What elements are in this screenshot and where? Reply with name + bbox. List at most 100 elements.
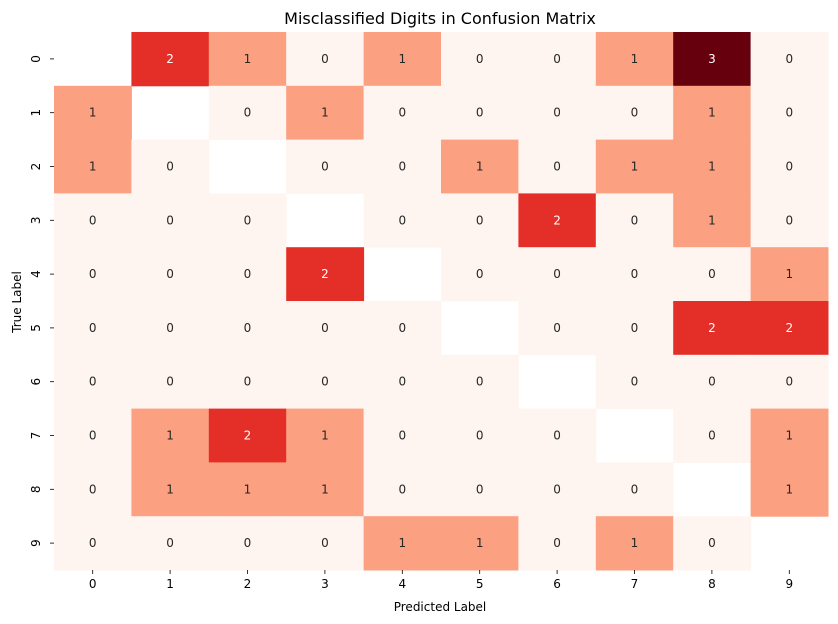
cell-value-4-7: 0 <box>631 267 639 281</box>
x-tick-label-2: 2 <box>244 577 252 591</box>
cell-value-1-2: 0 <box>244 106 252 120</box>
cell-value-8-1: 1 <box>166 482 174 496</box>
cell-value-7-1: 1 <box>166 429 174 443</box>
cell-value-1-4: 0 <box>398 106 406 120</box>
cell-value-9-8: 0 <box>708 536 716 550</box>
heatmap-cell-2-4 <box>363 139 442 194</box>
y-tick-label-1: 1 <box>29 109 43 117</box>
cell-value-0-9: 0 <box>785 52 793 66</box>
heatmap-cell-5-8 <box>673 301 752 356</box>
heatmap-cell-6-2 <box>208 354 287 410</box>
cell-value-4-9: 1 <box>785 267 793 281</box>
heatmap-cell-8-4 <box>363 462 442 517</box>
heatmap-cell-5-6 <box>518 301 597 356</box>
cell-value-7-3: 1 <box>321 429 329 443</box>
cell-value-4-5: 0 <box>476 267 484 281</box>
cell-value-0-6: 0 <box>553 52 561 66</box>
cell-value-8-4: 0 <box>398 482 406 496</box>
heatmap-cell-9-0 <box>54 516 132 571</box>
heatmap-cell-1-5 <box>441 85 519 141</box>
x-tick-label-0: 0 <box>89 577 97 591</box>
heatmap-cell-9-7 <box>595 516 674 571</box>
cell-value-2-3: 0 <box>321 160 329 174</box>
cell-value-5-3: 0 <box>321 321 329 335</box>
heatmap-cell-0-2 <box>208 32 287 87</box>
heatmap-cell-1-9 <box>750 85 829 141</box>
heatmap-cell-4-6 <box>518 247 597 302</box>
cell-value-1-0: 1 <box>89 106 97 120</box>
heatmap-cell-8-6 <box>518 462 597 517</box>
heatmap-cell-0-3 <box>286 32 365 87</box>
cell-value-3-5: 0 <box>476 213 484 227</box>
heatmap-cell-6-0 <box>54 354 132 410</box>
cell-value-2-9: 0 <box>785 160 793 174</box>
cell-value-9-3: 0 <box>321 536 329 550</box>
heatmap-cell-7-3 <box>286 408 365 463</box>
heatmap-cell-5-9 <box>750 301 829 356</box>
heatmap-cell-2-1 <box>131 139 210 194</box>
y-tick-label-7: 7 <box>29 432 43 440</box>
heatmap-cell-0-5 <box>441 32 519 87</box>
heatmap-cell-4-0 <box>54 247 132 302</box>
y-tick-label-0: 0 <box>29 55 43 63</box>
cell-value-7-2: 2 <box>244 429 252 443</box>
cell-value-3-4: 0 <box>398 213 406 227</box>
heatmap-cell-1-4 <box>363 85 442 141</box>
cell-value-0-3: 0 <box>321 52 329 66</box>
cell-value-1-3: 1 <box>321 106 329 120</box>
cell-value-2-0: 1 <box>89 160 97 174</box>
cell-value-3-6: 2 <box>553 213 561 227</box>
heatmap-cells: 2 1 0 1 0 0 1 3 0 1 0 1 0 0 0 0 1 0 1 0 0 0 1 0 1 1 0 0 0 0 0 0 2 0 1 0 0 0 0 2… <box>54 32 829 571</box>
cell-value-8-3: 1 <box>321 482 329 496</box>
cell-value-4-3: 2 <box>321 267 329 281</box>
x-axis-label: Predicted Label <box>394 600 487 614</box>
heatmap-cell-8-7 <box>595 462 674 517</box>
y-tick-label-8: 8 <box>29 485 43 493</box>
heatmap-cell-5-1 <box>131 301 210 356</box>
cell-value-5-9: 2 <box>785 321 793 335</box>
heatmap-cell-1-7 <box>595 85 674 141</box>
heatmap-cell-3-9 <box>750 193 829 248</box>
cell-value-3-1: 0 <box>166 213 174 227</box>
heatmap-cell-3-0 <box>54 193 132 248</box>
heatmap-cell-7-9 <box>750 408 829 463</box>
heatmap-cell-7-2 <box>208 408 287 463</box>
heatmap-cell-3-2 <box>208 193 287 248</box>
cell-value-1-8: 1 <box>708 106 716 120</box>
cell-value-5-2: 0 <box>244 321 252 335</box>
heatmap-cell-7-6 <box>518 408 597 463</box>
y-tick-label-4: 4 <box>29 270 43 278</box>
heatmap-cell-1-3 <box>286 85 365 141</box>
heatmap-cell-8-9 <box>750 462 829 517</box>
heatmap-cell-1-2 <box>208 85 287 141</box>
y-axis-label: True Label <box>10 271 24 334</box>
heatmap-cell-5-7 <box>595 301 674 356</box>
heatmap-cell-4-1 <box>131 247 210 302</box>
heatmap-cell-4-2 <box>208 247 287 302</box>
x-tick-label-9: 9 <box>785 577 793 591</box>
heatmap-cell-2-3 <box>286 139 365 194</box>
heatmap-cell-5-4 <box>363 301 442 356</box>
y-tick-label-5: 5 <box>29 324 43 332</box>
x-tick-label-7: 7 <box>631 577 639 591</box>
heatmap-cell-4-9 <box>750 247 829 302</box>
heatmap-cell-2-0 <box>54 139 132 194</box>
cell-value-6-5: 0 <box>476 375 484 389</box>
heatmap-cell-7-1 <box>131 408 210 463</box>
cell-value-2-1: 0 <box>166 160 174 174</box>
heatmap-cell-9-2 <box>208 516 287 571</box>
cell-value-6-8: 0 <box>708 375 716 389</box>
heatmap-cell-4-8 <box>673 247 752 302</box>
cell-value-5-6: 0 <box>553 321 561 335</box>
y-tick-label-6: 6 <box>29 378 43 386</box>
heatmap-cell-0-1 <box>131 32 210 87</box>
cell-value-7-6: 0 <box>553 429 561 443</box>
cell-value-7-8: 0 <box>708 429 716 443</box>
x-tick-label-6: 6 <box>553 577 561 591</box>
heatmap-cell-3-7 <box>595 193 674 248</box>
cell-value-3-8: 1 <box>708 213 716 227</box>
cell-value-1-6: 0 <box>553 106 561 120</box>
heatmap-cell-8-5 <box>441 462 519 517</box>
cell-value-3-2: 0 <box>244 213 252 227</box>
cell-value-6-9: 0 <box>785 375 793 389</box>
